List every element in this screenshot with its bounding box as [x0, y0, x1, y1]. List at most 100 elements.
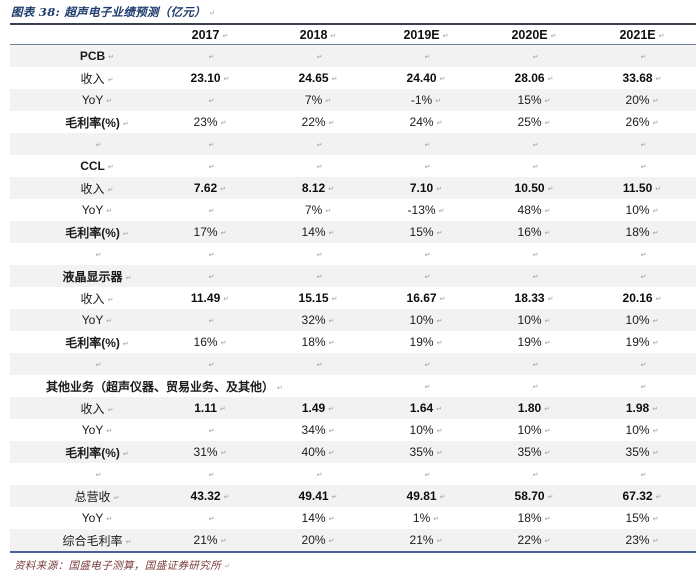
value-cell: 10.50 ↵: [480, 177, 588, 199]
return-mark-icon: ↵: [107, 406, 114, 414]
value-cell: ↵: [156, 309, 264, 331]
return-mark-icon: ↵: [652, 340, 659, 347]
value-cell: ↵: [264, 353, 372, 375]
return-mark-icon: ↵: [439, 76, 446, 83]
return-mark-icon: ↵: [544, 208, 551, 215]
table-row: 综合毛利率 ↵ 21% ↵ 20% ↵ 21% ↵ 22% ↵ 23% ↵: [10, 529, 696, 552]
value-cell: 24.40 ↵: [406, 71, 446, 85]
return-mark-icon: ↵: [316, 274, 323, 281]
value-cell: 18% ↵: [301, 335, 335, 349]
value-cell: 23% ↵: [193, 115, 227, 129]
return-mark-icon: ↵: [436, 428, 443, 435]
return-mark-icon: ↵: [532, 142, 539, 149]
return-mark-icon: ↵: [424, 142, 431, 149]
return-mark-icon: ↵: [331, 296, 338, 303]
return-mark-icon: ↵: [544, 98, 551, 105]
forecast-table: 2017 ↵ 2018 ↵ 2019E ↵ 2020E ↵ 2021E ↵ PCB ↵ ↵ ↵ ↵ ↵ ↵ 收入…: [10, 23, 696, 553]
return-mark-icon: ↵: [107, 76, 114, 84]
return-mark-icon: ↵: [331, 76, 338, 83]
row-label-cell: 毛利率(%) ↵: [10, 441, 156, 463]
value-cell: 15% ↵: [625, 511, 659, 525]
return-mark-icon: ↵: [220, 230, 227, 237]
return-mark-icon: ↵: [208, 142, 215, 149]
return-mark-icon: ↵: [208, 9, 216, 17]
value-cell: 1.11 ↵: [156, 397, 264, 419]
return-mark-icon: ↵: [652, 406, 659, 413]
value-cell: ↵: [372, 353, 480, 375]
value-cell: ↵: [372, 44, 480, 67]
return-mark-icon: ↵: [208, 164, 215, 171]
return-mark-icon: ↵: [532, 274, 539, 281]
value-cell: 33.68 ↵: [622, 71, 662, 85]
value-cell: ↵: [480, 44, 588, 67]
row-label-cell: YoY ↵: [10, 89, 156, 111]
return-mark-icon: ↵: [325, 208, 332, 215]
value-cell: 14% ↵: [301, 511, 335, 525]
return-mark-icon: ↵: [328, 516, 335, 523]
value-cell: 16% ↵: [193, 335, 227, 349]
return-mark-icon: ↵: [547, 76, 554, 83]
return-mark-icon: ↵: [107, 186, 114, 194]
source-note: 资料来源：国盛电子测算，国盛证券研究所 ↵: [14, 558, 700, 573]
return-mark-icon: ↵: [547, 296, 554, 303]
figure-title-text: 图表 38: 超声电子业绩预测（亿元）: [11, 5, 206, 19]
value-cell: 16.67 ↵: [406, 291, 446, 305]
table-row: 毛利率(%) ↵ 17% ↵ 14% ↵ 15% ↵ 16% ↵ 18% ↵: [10, 221, 696, 243]
return-mark-icon: ↵: [550, 32, 557, 40]
value-cell: ↵: [480, 155, 588, 177]
return-mark-icon: ↵: [436, 186, 443, 193]
value-cell: 20% ↵: [588, 89, 696, 111]
row-label-cell: 收入 ↵: [10, 397, 156, 419]
table-header-row: 2017 ↵ 2018 ↵ 2019E ↵ 2020E ↵ 2021E ↵: [10, 24, 696, 45]
return-mark-icon: ↵: [640, 142, 647, 149]
return-mark-icon: ↵: [107, 164, 114, 171]
return-mark-icon: ↵: [655, 494, 662, 501]
return-mark-icon: ↵: [106, 318, 113, 325]
value-cell: ↵: [480, 353, 588, 375]
return-mark-icon: ↵: [316, 142, 323, 149]
return-mark-icon: ↵: [223, 494, 230, 501]
value-cell: -13% ↵: [407, 203, 445, 217]
value-cell: 7.10 ↵: [372, 177, 480, 199]
row-label-cell: YoY ↵: [81, 423, 113, 437]
return-mark-icon: ↵: [328, 538, 335, 545]
value-cell: ↵: [264, 463, 372, 485]
return-mark-icon: ↵: [547, 494, 554, 501]
value-cell: 22% ↵: [480, 529, 588, 552]
return-mark-icon: ↵: [544, 318, 551, 325]
return-mark-icon: ↵: [436, 406, 443, 413]
value-cell: 1.49 ↵: [264, 397, 372, 419]
value-cell: ↵: [156, 353, 264, 375]
value-cell: ↵: [588, 44, 696, 67]
value-cell: 21% ↵: [372, 529, 480, 552]
return-mark-icon: ↵: [655, 186, 662, 193]
value-cell: 10% ↵: [625, 423, 659, 437]
row-label-cell: 总营收 ↵: [10, 485, 156, 507]
row-label-cell: YoY ↵: [81, 511, 113, 525]
value-cell: ↵: [480, 375, 588, 397]
return-mark-icon: ↵: [544, 120, 551, 127]
return-mark-icon: ↵: [544, 428, 551, 435]
table-row: CCL ↵ ↵ ↵ ↵ ↵ ↵: [10, 155, 696, 177]
return-mark-icon: ↵: [424, 384, 431, 391]
value-cell: 8.12 ↵: [264, 177, 372, 199]
value-cell: ↵: [588, 133, 696, 155]
value-cell: ↵: [588, 155, 696, 177]
return-mark-icon: ↵: [95, 472, 102, 479]
value-cell: ↵: [372, 463, 480, 485]
row-label-cell: 毛利率(%) ↵: [65, 335, 129, 350]
value-cell: 10% ↵: [372, 309, 480, 331]
value-cell: 49.41 ↵: [264, 485, 372, 507]
return-mark-icon: ↵: [544, 340, 551, 347]
value-cell: 1% ↵: [412, 511, 440, 525]
return-mark-icon: ↵: [113, 494, 120, 502]
return-mark-icon: ↵: [424, 252, 431, 259]
return-mark-icon: ↵: [652, 120, 659, 127]
return-mark-icon: ↵: [328, 230, 335, 237]
table-row: 总营收 ↵ 43.32 ↵ 49.41 ↵ 49.81 ↵ 58.70 ↵ 67.32 ↵: [10, 485, 696, 507]
year-header-cell: 2018 ↵: [264, 24, 372, 45]
value-cell: 24% ↵: [409, 115, 443, 129]
value-cell: 15% ↵: [480, 89, 588, 111]
return-mark-icon: ↵: [424, 164, 431, 171]
value-cell: ↵: [156, 243, 264, 265]
